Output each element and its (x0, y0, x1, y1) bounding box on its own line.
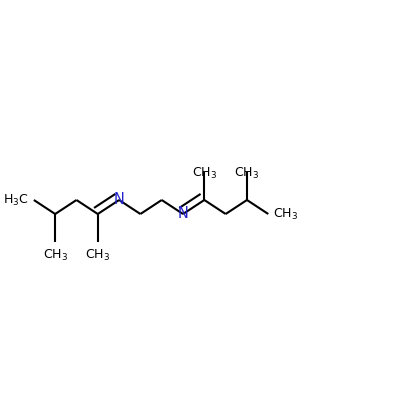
Text: CH$_3$: CH$_3$ (273, 206, 298, 222)
Text: H$_3$C: H$_3$C (3, 192, 29, 208)
Text: N: N (178, 206, 188, 222)
Text: N: N (114, 192, 124, 208)
Text: CH$_3$: CH$_3$ (234, 166, 260, 181)
Text: CH$_3$: CH$_3$ (43, 248, 68, 263)
Text: CH$_3$: CH$_3$ (85, 248, 110, 263)
Text: CH$_3$: CH$_3$ (192, 166, 217, 181)
